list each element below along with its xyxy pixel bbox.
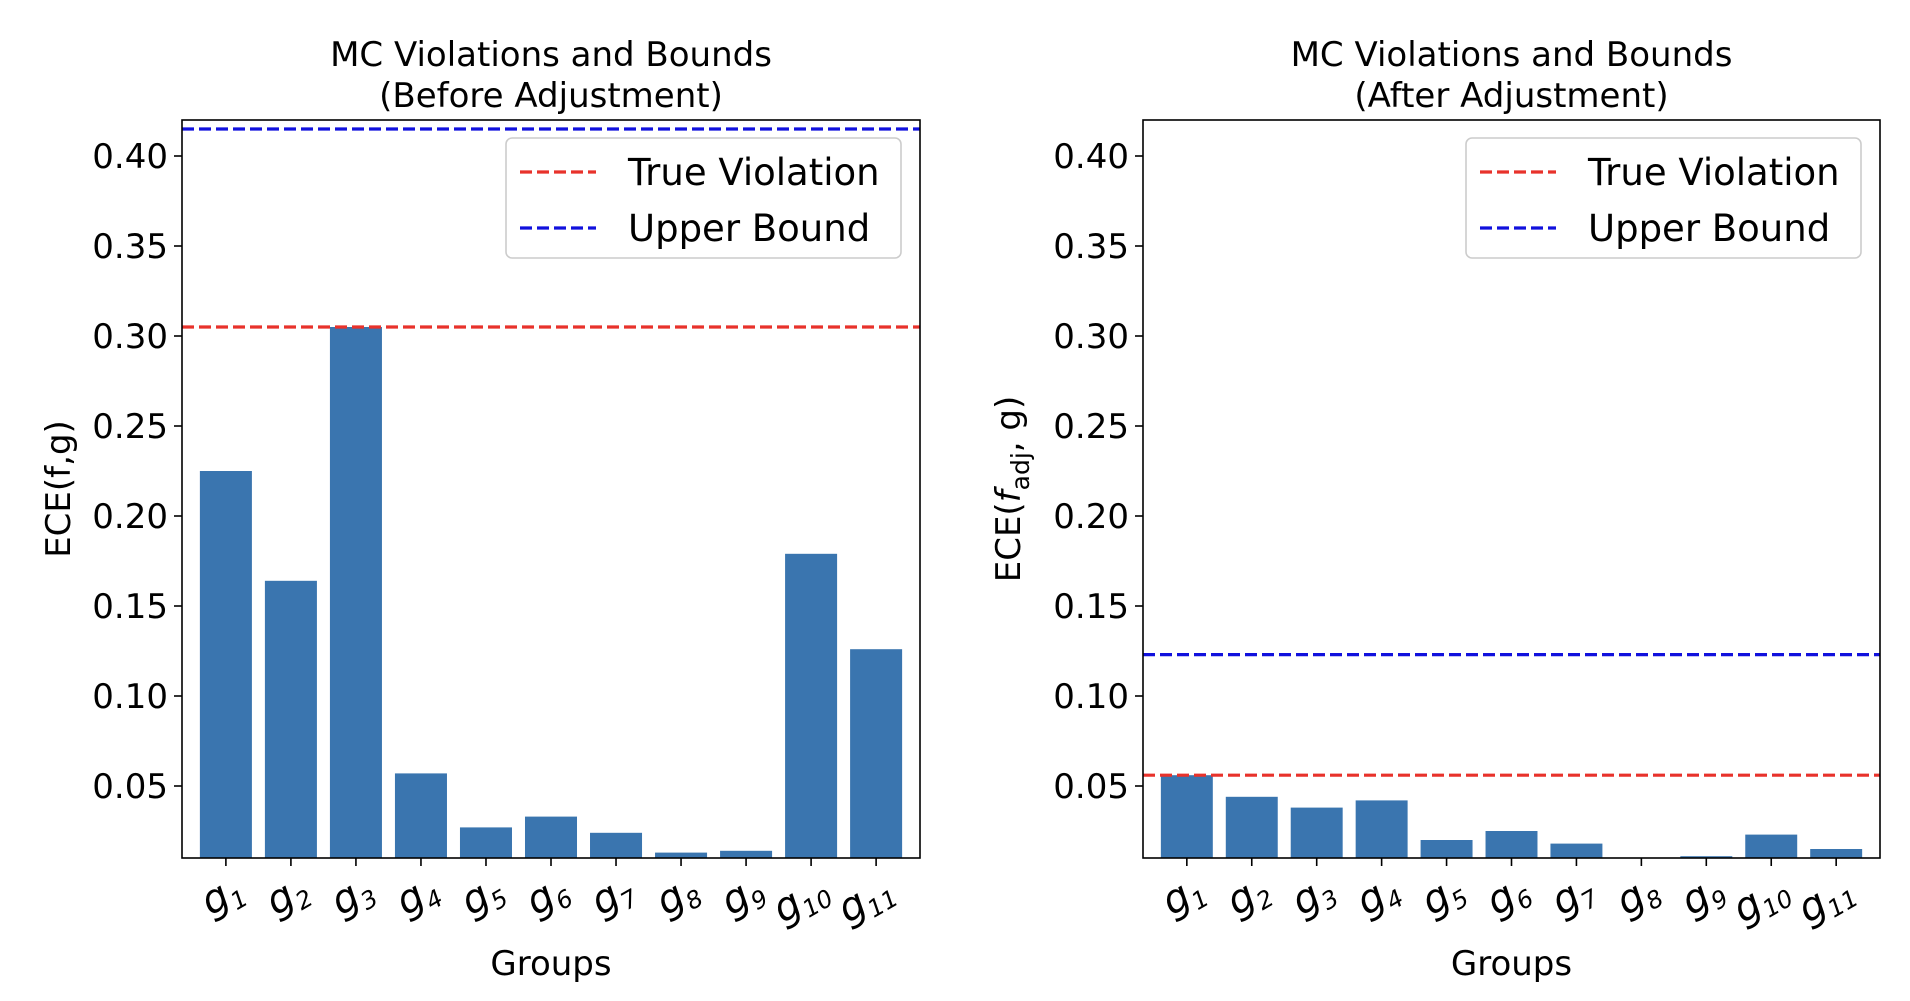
- bar-g9: [1680, 856, 1733, 858]
- x-axis-label: Groups: [490, 944, 611, 984]
- chart-subtitle: (Before Adjustment): [379, 76, 723, 116]
- legend: True Violation Upper Bound: [505, 137, 902, 259]
- legend-label: True Violation: [627, 151, 880, 194]
- x-tick-label-g3: g3: [323, 865, 383, 929]
- x-tick-label-g3: g3: [1283, 865, 1343, 929]
- legend-label: Upper Bound: [628, 207, 870, 250]
- x-tick-label-g8: g8: [1608, 865, 1668, 929]
- x-tick-label-g1: g1: [1154, 865, 1214, 929]
- bar-g3: [1290, 807, 1343, 858]
- x-tick-label-g1: g1: [193, 865, 253, 929]
- x-tick-label-g9: g9: [1673, 865, 1733, 929]
- chart-title: MC Violations and Bounds: [330, 35, 772, 75]
- bar-g1: [199, 471, 252, 858]
- bar-g2: [264, 580, 317, 858]
- y-tick-label: 0.35: [92, 227, 168, 267]
- y-label-suffix: , g): [989, 396, 1029, 452]
- bar-g9: [720, 850, 773, 858]
- x-tick-label-g5: g5: [1413, 865, 1473, 929]
- y-tick-label: 0.05: [92, 767, 168, 807]
- bar-g7: [1550, 843, 1603, 858]
- y-tick-label: 0.20: [92, 497, 168, 537]
- y-axis-label: ECE(fadj, g): [989, 396, 1035, 583]
- x-tick-label-g10: g10: [1725, 865, 1798, 936]
- y-axis-label: ECE(f,g): [39, 420, 79, 558]
- y-tick-label: 0.40: [1053, 137, 1129, 177]
- x-tick-label-g6: g6: [518, 865, 578, 929]
- x-tick-label-g11: g11: [830, 865, 903, 936]
- legend-box: [505, 137, 902, 259]
- bar-g2: [1225, 796, 1278, 858]
- x-tick-label-g7: g7: [583, 864, 644, 928]
- bar-g6: [524, 816, 578, 858]
- bar-g4: [394, 773, 447, 858]
- x-tick-label-g6: g6: [1478, 865, 1538, 929]
- bar-g1: [1160, 775, 1213, 858]
- y-tick-label: 0.25: [1053, 407, 1129, 447]
- bar-g3: [329, 327, 382, 858]
- y-tick-label: 0.40: [92, 137, 168, 177]
- x-tick-label-g2: g2: [1219, 865, 1279, 929]
- x-axis-label: Groups: [1451, 944, 1572, 984]
- y-tick-label: 0.30: [92, 317, 168, 357]
- x-tick-label-g2: g2: [258, 865, 318, 929]
- bar-g4: [1355, 800, 1408, 858]
- legend: True Violation Upper Bound: [1465, 137, 1862, 259]
- bar-g10: [1745, 834, 1798, 858]
- y-tick-label: 0.15: [1053, 587, 1129, 627]
- bar-g8: [655, 852, 708, 858]
- legend-label: True Violation: [1587, 151, 1840, 194]
- bar-g6: [1485, 831, 1538, 858]
- legend-label: Upper Bound: [1588, 207, 1830, 250]
- x-tick-label-g4: g4: [388, 865, 448, 929]
- chart-title: MC Violations and Bounds: [1291, 35, 1733, 75]
- y-tick-label: 0.15: [92, 587, 168, 627]
- x-tick-label-g5: g5: [453, 865, 513, 929]
- y-tick-label: 0.10: [92, 677, 168, 717]
- bar-g11: [1810, 849, 1863, 858]
- x-tick-label-g4: g4: [1348, 865, 1408, 929]
- y-label-sub: adj: [1006, 452, 1035, 490]
- chart-panel-before: MC Violations and Bounds(Before Adjustme…: [39, 35, 921, 984]
- y-tick-label: 0.25: [92, 407, 168, 447]
- y-tick-label: 0.05: [1053, 767, 1129, 807]
- y-tick-label: 0.20: [1053, 497, 1129, 537]
- x-tick-label-g7: g7: [1543, 864, 1604, 928]
- y-tick-label: 0.35: [1053, 227, 1129, 267]
- y-label-prefix: ECE(: [989, 502, 1029, 582]
- x-tick-label-g9: g9: [713, 865, 773, 929]
- bar-g11: [850, 649, 903, 858]
- bar-g5: [1420, 840, 1473, 858]
- legend-box: [1465, 137, 1862, 259]
- x-tick-label-g11: g11: [1790, 865, 1863, 936]
- bar-g10: [785, 553, 838, 858]
- x-tick-label-g10: g10: [765, 865, 838, 936]
- y-tick-label: 0.30: [1053, 317, 1129, 357]
- bar-g7: [590, 832, 643, 858]
- chart-panel-after: MC Violations and Bounds(After Adjustmen…: [989, 35, 1881, 984]
- y-tick-label: 0.10: [1053, 677, 1129, 717]
- x-tick-label-g8: g8: [648, 865, 708, 929]
- chart-subtitle: (After Adjustment): [1354, 76, 1668, 116]
- bar-g5: [459, 827, 512, 858]
